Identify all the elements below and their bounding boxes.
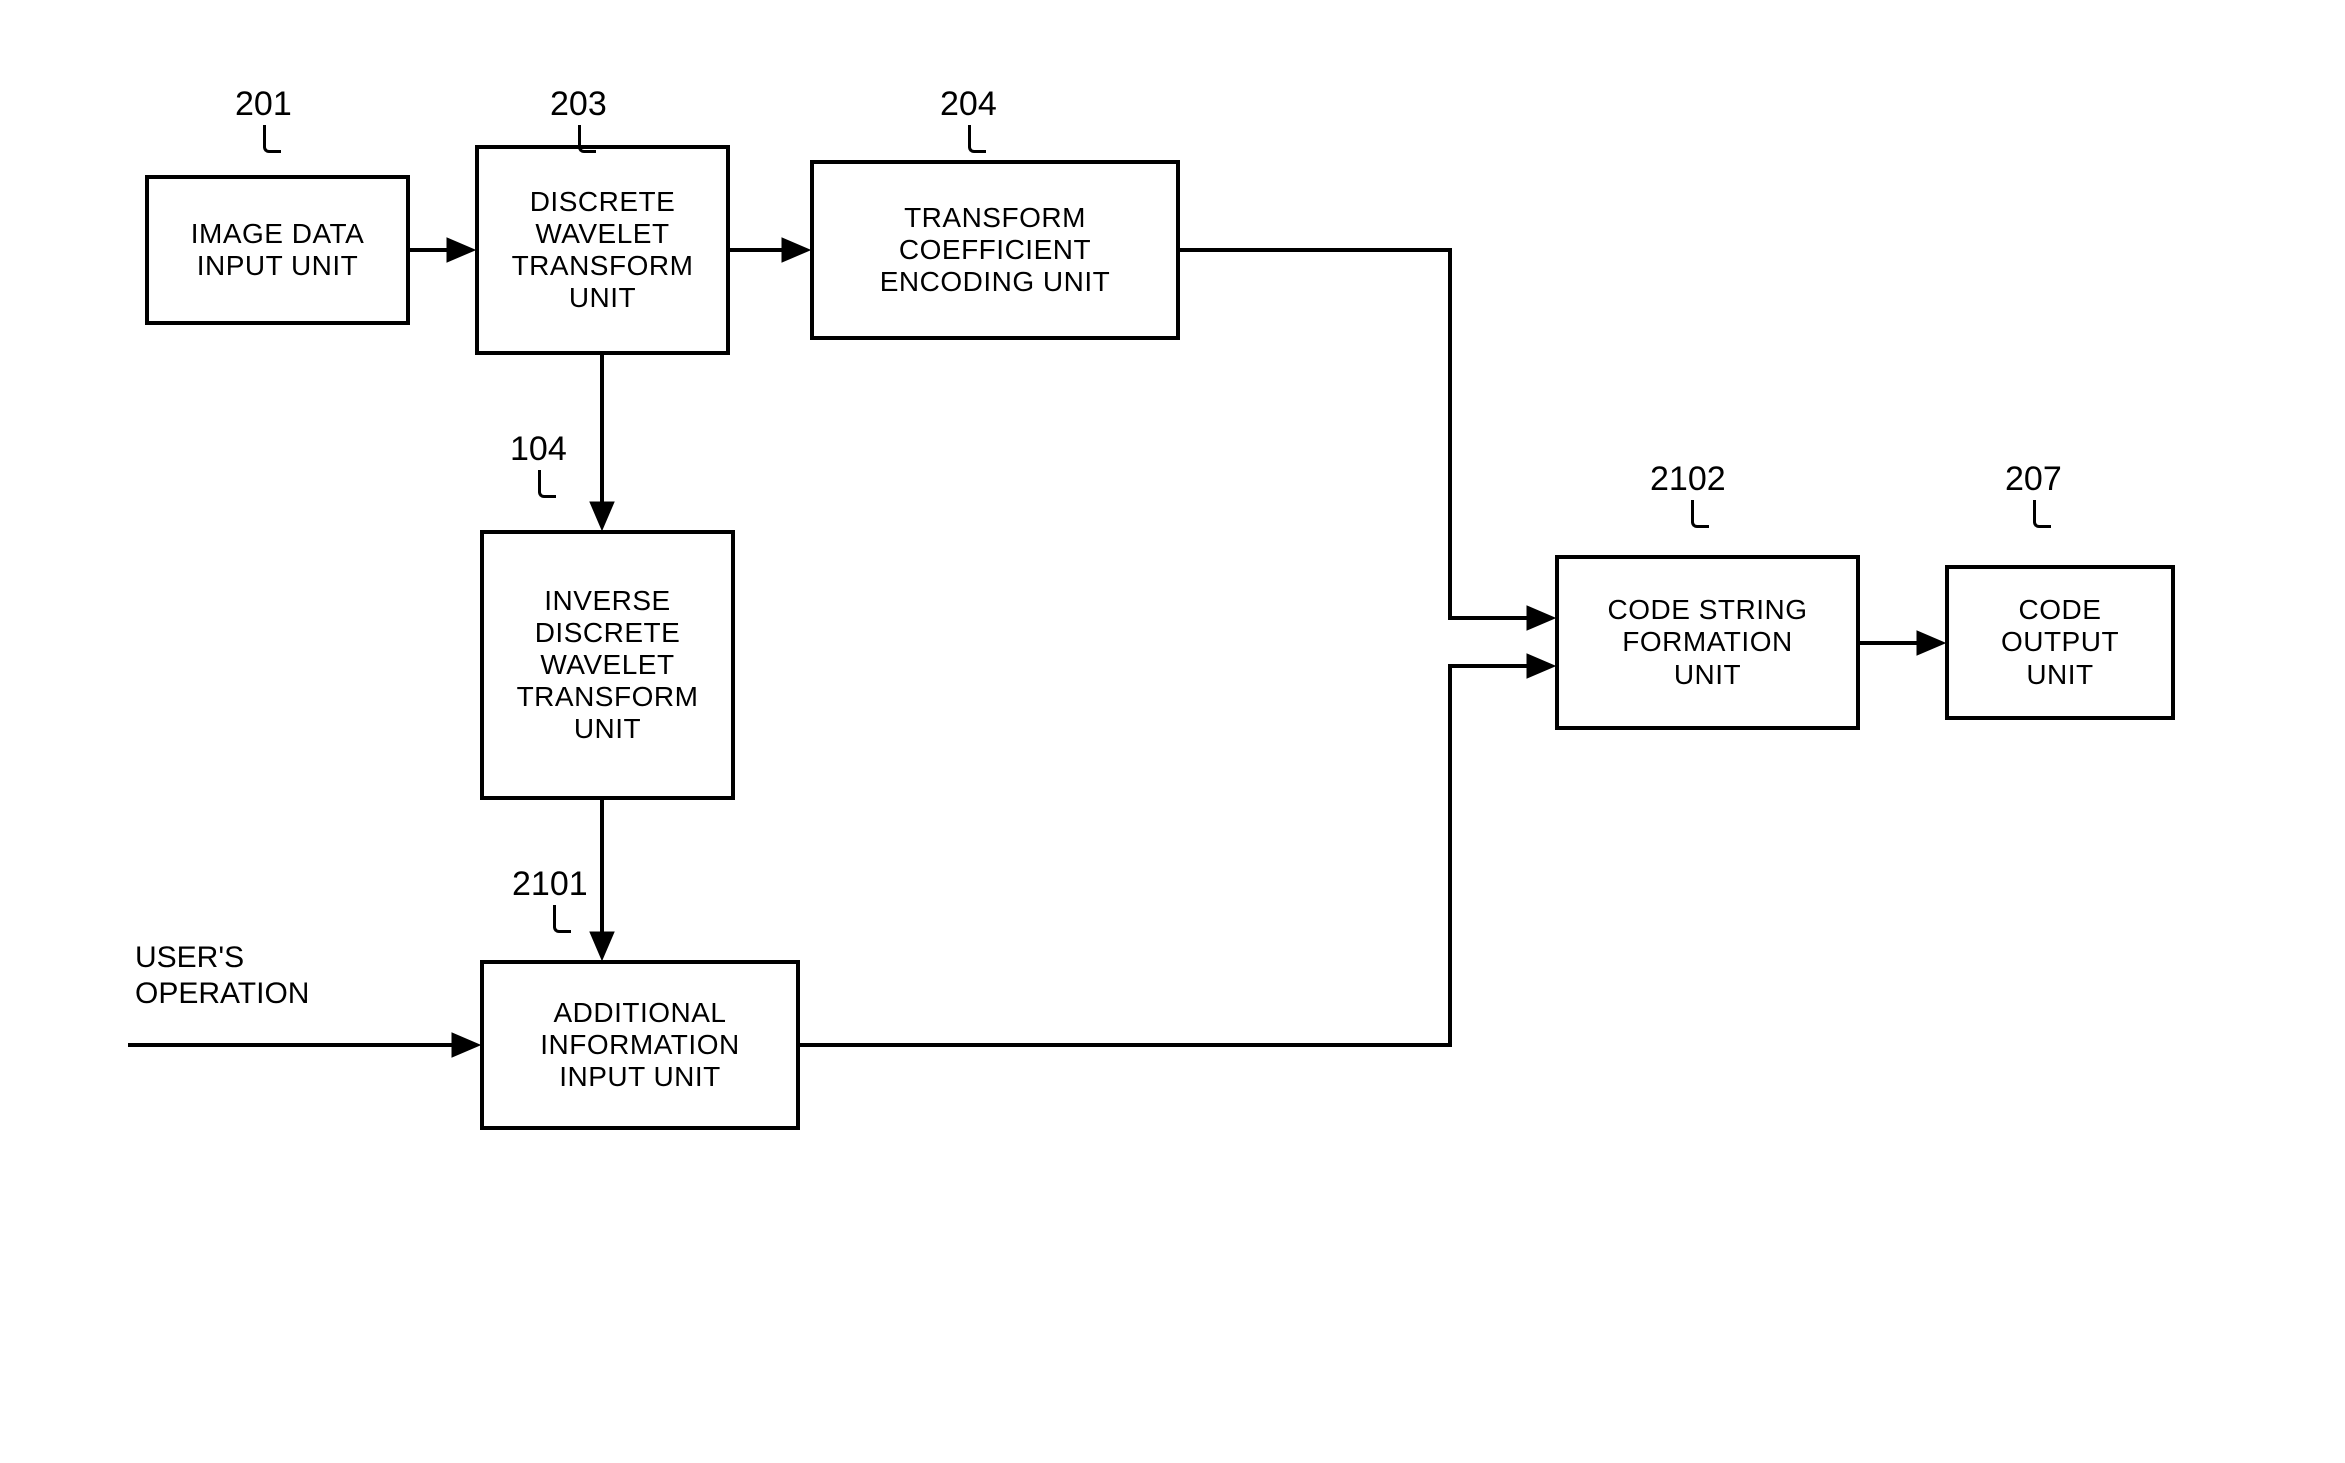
e-203-104-arrowhead — [590, 502, 614, 530]
e-203-204-arrowhead — [782, 238, 810, 262]
node-201: IMAGE DATA INPUT UNIT — [145, 175, 410, 325]
e-merge-2102a-arrowhead — [1527, 606, 1555, 630]
e-104-2101-arrowhead — [590, 932, 614, 960]
node-104: INVERSE DISCRETE WAVELET TRANSFORM UNIT — [480, 530, 735, 800]
ref-tick-2101 — [553, 905, 571, 933]
ref-tick-203 — [578, 125, 596, 153]
e-merge-2102b-arrowhead — [1527, 654, 1555, 678]
node-207: CODE OUTPUT UNIT — [1945, 565, 2175, 720]
e-204-merge — [1180, 250, 1450, 618]
ref-207: 207 — [2005, 460, 2062, 499]
e-2102-207-arrowhead — [1917, 631, 1945, 655]
node-2101: ADDITIONAL INFORMATION INPUT UNIT — [480, 960, 800, 1130]
label-users-operation: USER'S OPERATION — [135, 940, 309, 1012]
ref-tick-2102 — [1691, 500, 1709, 528]
node-204: TRANSFORM COEFFICIENT ENCODING UNIT — [810, 160, 1180, 340]
ref-204: 204 — [940, 85, 997, 124]
ref-203: 203 — [550, 85, 607, 124]
ref-tick-204 — [968, 125, 986, 153]
ref-tick-207 — [2033, 500, 2051, 528]
ref-tick-201 — [263, 125, 281, 153]
e-user-2101-arrowhead — [452, 1033, 480, 1057]
node-2102: CODE STRING FORMATION UNIT — [1555, 555, 1860, 730]
diagram-canvas: IMAGE DATA INPUT UNIT 201 DISCRETE WAVELET… — [0, 0, 2345, 1463]
ref-tick-104 — [538, 470, 556, 498]
e-201-203-arrowhead — [447, 238, 475, 262]
node-203: DISCRETE WAVELET TRANSFORM UNIT — [475, 145, 730, 355]
ref-104: 104 — [510, 430, 567, 469]
ref-201: 201 — [235, 85, 292, 124]
ref-2102: 2102 — [1650, 460, 1726, 499]
ref-2101: 2101 — [512, 865, 588, 904]
e-2101-merge — [800, 666, 1450, 1045]
